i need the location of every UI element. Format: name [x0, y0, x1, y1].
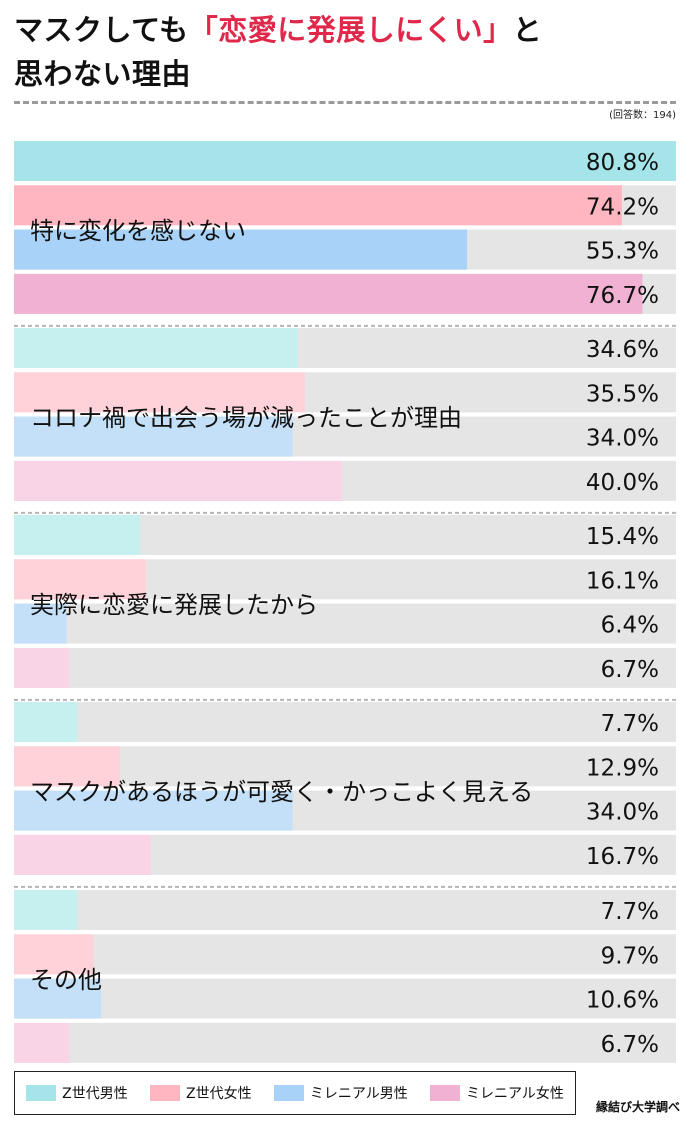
- value-label: 9.7%: [601, 943, 659, 969]
- bar: [14, 790, 293, 831]
- bar: [14, 890, 78, 930]
- legend-label: ミレニアル女性: [465, 1086, 564, 1102]
- legend-label: Z世代男性: [62, 1086, 128, 1102]
- category-label: マスクがあるほうが可愛く・かっこよく見える: [30, 778, 533, 806]
- title-line1-post: と: [512, 13, 543, 47]
- bar: [14, 1022, 69, 1063]
- bar: [14, 603, 67, 644]
- bar: [14, 372, 305, 413]
- value-label: 12.9%: [586, 755, 659, 781]
- bar: [14, 834, 151, 875]
- title-line1-pre: マスクしても: [14, 13, 189, 47]
- category-label: その他: [30, 966, 102, 994]
- value-label: 16.7%: [586, 844, 659, 870]
- legend-item: ミレニアル男性: [273, 1083, 408, 1103]
- value-label: 6.7%: [601, 1032, 659, 1058]
- category-label: 特に変化を感じない: [30, 217, 246, 245]
- bar: [14, 978, 101, 1019]
- bar: [14, 515, 141, 555]
- category-label: 実際に恋愛に発展したから: [30, 591, 318, 619]
- source-credit: 縁結び大学調べ: [595, 1100, 680, 1114]
- bar: [14, 229, 468, 270]
- legend-label: Z世代女性: [185, 1086, 252, 1102]
- bar: [14, 460, 342, 501]
- bar-track: [14, 746, 676, 787]
- legend-swatch: [429, 1085, 460, 1101]
- value-label: 74.2%: [586, 194, 659, 220]
- value-label: 40.0%: [586, 470, 659, 496]
- bar-track: [14, 702, 676, 742]
- chart-title: マスクしても「恋愛に発展しにくい」と 思わない理由: [14, 8, 542, 96]
- value-label: 34.6%: [586, 337, 659, 363]
- bar-track: [14, 978, 676, 1019]
- value-label: 6.4%: [601, 613, 659, 639]
- bar: [14, 702, 78, 742]
- value-label: 76.7%: [586, 283, 659, 309]
- legend-swatch: [149, 1085, 180, 1101]
- category-label: コロナ禍で出会う場が減ったことが理由: [30, 404, 462, 432]
- title-divider: [14, 101, 676, 104]
- bar-track: [14, 890, 676, 930]
- legend-item: ミレニアル女性: [429, 1083, 564, 1103]
- value-label: 6.7%: [601, 657, 659, 683]
- legend-item: Z世代女性: [149, 1083, 252, 1103]
- bar: [14, 416, 293, 457]
- value-label: 7.7%: [601, 899, 659, 925]
- value-label: 55.3%: [586, 239, 659, 265]
- title-line1-accent: 「恋愛に発展しにくい」: [188, 13, 513, 47]
- bar: [14, 273, 643, 314]
- title-line2: 思わない理由: [14, 57, 192, 91]
- bar-track: [14, 1022, 676, 1063]
- bar: [14, 185, 622, 226]
- value-label: 7.7%: [601, 711, 659, 737]
- legend-swatch: [273, 1085, 304, 1101]
- chart-legend: Z世代男性 Z世代女性 ミレニアル男性 ミレニアル女性: [14, 1071, 576, 1115]
- bar-track: [14, 934, 676, 975]
- bar-track: [14, 647, 676, 688]
- value-label: 35.5%: [586, 381, 659, 407]
- response-count-note: (回答数：194): [609, 110, 676, 121]
- value-label: 34.0%: [586, 426, 659, 452]
- bar-track: [14, 603, 676, 644]
- legend-item: Z世代男性: [26, 1083, 128, 1103]
- legend-label: ミレニアル男性: [309, 1086, 408, 1102]
- bar: [14, 559, 146, 600]
- value-label: 80.8%: [586, 150, 659, 176]
- bar: [14, 328, 298, 368]
- value-label: 34.0%: [586, 800, 659, 826]
- bar: [14, 141, 676, 181]
- value-label: 16.1%: [586, 568, 659, 594]
- bar: [14, 746, 120, 787]
- bar: [14, 934, 94, 975]
- value-label: 10.6%: [586, 988, 659, 1014]
- bar: [14, 647, 69, 688]
- legend-swatch: [26, 1085, 57, 1101]
- value-label: 15.4%: [586, 524, 659, 550]
